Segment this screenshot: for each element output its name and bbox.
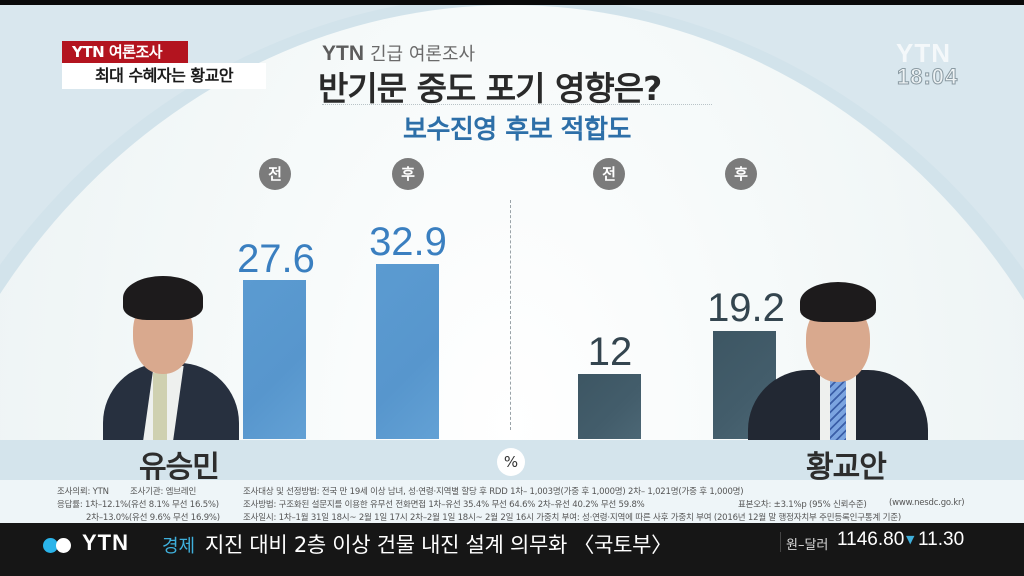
down-arrow-icon: ▼ xyxy=(906,533,915,546)
note-site: (www.nesdc.go.kr) xyxy=(889,498,965,508)
page-title: 반기문 중도 포기 영향은? xyxy=(318,69,662,108)
ticker-separator xyxy=(780,532,781,552)
note-dates: 조사일시: 1차–1월 31일 18시~ 2월 1일 17시 2차–2월 1일 … xyxy=(243,513,901,523)
note-target: 조사대상 및 선정방법: 전국 만 19세 이상 남녀, 성·연령·지역별 할당… xyxy=(243,487,744,497)
ticker-category: 경제 xyxy=(162,536,196,557)
title-kicker: YTN 긴급 여론조사 xyxy=(322,40,475,66)
news-ticker xyxy=(0,523,1024,576)
value-label: 12 xyxy=(587,330,633,374)
ticker-headline: 지진 대비 2층 이상 건물 내진 설계 의무화 〈국토부〉 xyxy=(205,533,672,557)
badge-before: 전 xyxy=(593,158,625,190)
ytn-watermark-logo: YTN xyxy=(896,38,951,68)
bar-yoo-after xyxy=(376,264,439,439)
badge-after: 후 xyxy=(392,158,424,190)
ticker-logo: YTN xyxy=(82,530,129,555)
ytn-logo-dots-icon xyxy=(43,535,71,554)
note-agency: 조사기관: 엠브레인 xyxy=(130,487,197,497)
candidate-name-hwang: 황교안 xyxy=(806,450,887,485)
broadcast-clock: 18:04 xyxy=(896,64,959,90)
survey-footnotes xyxy=(0,480,1024,523)
ytn-brand: YTN xyxy=(322,42,364,65)
value-label: 32.9 xyxy=(369,220,447,264)
caption-headline: 최대 수혜자는 황교안 xyxy=(62,63,266,89)
title-divider xyxy=(322,104,712,105)
chart-subtitle: 보수진영 후보 적합도 xyxy=(403,115,631,145)
fx-label: 원–달러 xyxy=(786,538,829,553)
caption-tag: YTN 여론조사 xyxy=(62,41,188,63)
fx-change: 11.30 xyxy=(918,529,965,550)
value-label: 19.2 xyxy=(707,286,785,330)
group-divider xyxy=(510,200,511,430)
badge-before: 전 xyxy=(259,158,291,190)
unit-badge: % xyxy=(497,448,525,476)
note-client: 조사의뢰: YTN xyxy=(57,487,109,497)
badge-after: 후 xyxy=(725,158,757,190)
top-letterbox xyxy=(0,0,1024,5)
note-method: 조사방법: 구조화된 설문지를 이용한 유무선 전화면접 1차–유선 35.4%… xyxy=(243,500,645,510)
kicker-text: 긴급 여론조사 xyxy=(370,44,476,65)
note-response-2: 2차–13.0%(유선 9.6% 무선 16.9%) xyxy=(86,513,220,523)
bar-hwang-before xyxy=(578,374,641,439)
value-label: 27.6 xyxy=(237,237,315,281)
candidate-name-yoo: 유승민 xyxy=(139,450,220,485)
note-response-1: 응답률: 1차–12.1%(유선 8.1% 무선 16.5%) xyxy=(57,500,219,510)
bar-yoo-before xyxy=(243,280,306,439)
candidate-photo-hwang xyxy=(748,280,928,440)
candidate-photo-yoo xyxy=(103,268,239,440)
note-error: 표본오차: ±3.1%p (95% 신뢰수준) xyxy=(738,500,867,510)
fx-value: 1146.80 xyxy=(837,529,905,550)
